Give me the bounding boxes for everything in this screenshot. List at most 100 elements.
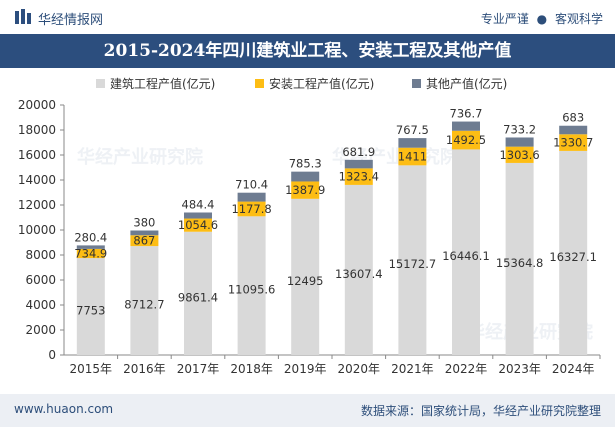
footer-bar: www.huaon.com 数据来源：国家统计局，华经产业研究院整理	[0, 394, 615, 427]
data-label-construction: 11095.6	[228, 283, 276, 297]
brand-name: 华经情报网	[38, 13, 104, 28]
data-label-construction: 8712.7	[124, 298, 164, 312]
y-tick-label: 16000	[18, 148, 56, 162]
data-label-other: 681.9	[342, 145, 375, 159]
data-label-installation: 1323.4	[339, 170, 379, 184]
slogan-right: 客观科学	[554, 12, 603, 26]
legend-swatch-2	[255, 79, 264, 88]
bar-3-4	[237, 192, 266, 202]
bar-2-2	[130, 235, 159, 247]
bar-2-8	[452, 130, 480, 150]
bar-2-4	[237, 201, 266, 217]
data-label-other: 280.4	[74, 230, 107, 244]
y-tick-label: 10000	[18, 223, 56, 237]
bar-3-2	[130, 230, 159, 236]
y-tick-label: 0	[48, 348, 56, 362]
x-tick-label: 2023年	[498, 362, 541, 376]
data-label-installation: 734.9	[74, 246, 107, 260]
legend-swatch-3	[412, 79, 421, 88]
data-label-construction: 9861.4	[178, 290, 218, 304]
bar-3-10	[559, 125, 588, 135]
x-tick-label: 2015年	[70, 362, 113, 376]
bar-2-5	[291, 181, 320, 199]
legend-label-3: 其他产值(亿元)	[426, 76, 507, 91]
x-tick-label: 2021年	[391, 362, 434, 376]
bar-1-8	[452, 149, 480, 355]
data-label-other: 785.3	[289, 157, 322, 171]
bar-2-6	[344, 168, 373, 185]
legend-swatch-1	[96, 79, 105, 88]
data-label-construction: 15172.7	[389, 257, 437, 271]
data-label-installation: 1492.5	[446, 133, 486, 147]
data-label-installation: 1387.9	[285, 183, 325, 197]
bar-1-7	[398, 165, 427, 355]
bar-3-7	[398, 138, 427, 148]
watermark-text: 华经产业研究院	[77, 146, 203, 168]
bar-1-9	[505, 162, 534, 355]
data-label-installation: 1303.6	[499, 148, 539, 162]
bar-1-3	[184, 231, 212, 355]
legend-label-1: 建筑工程产值(亿元)	[110, 76, 215, 91]
data-label-installation: 867	[133, 234, 155, 248]
bar-2-10	[559, 134, 588, 151]
title-bar: 2015-2024年四川建筑业工程、安装工程及其他产值	[0, 34, 615, 68]
data-label-installation: 1054.6	[178, 218, 218, 232]
data-label-construction: 16446.1	[442, 249, 490, 263]
top-bar: 华经情报网 专业严谨 ● 客观科学	[0, 0, 615, 34]
data-label-construction: 15364.8	[496, 256, 544, 270]
bar-1-1	[76, 258, 105, 355]
data-label-installation: 1330.7	[553, 136, 593, 150]
bar-1-6	[344, 184, 373, 355]
y-tick-label: 4000	[25, 298, 56, 312]
slogan-left: 专业严谨	[480, 12, 529, 26]
slogan: 专业严谨 ● 客观科学	[481, 10, 603, 27]
bar-2-3	[184, 218, 212, 232]
x-tick-label: 2016年	[123, 362, 166, 376]
bar-2-7	[398, 147, 427, 166]
data-label-construction: 12495	[287, 274, 324, 288]
y-tick-label: 12000	[18, 198, 56, 212]
bar-3-9	[505, 137, 534, 147]
data-label-other: 710.4	[235, 178, 268, 192]
slogan-separator: ●	[536, 12, 548, 26]
bar-3-1	[76, 245, 105, 249]
bar-3-8	[452, 121, 480, 131]
data-label-other: 736.7	[450, 107, 483, 121]
y-tick-label: 2000	[25, 323, 56, 337]
data-label-other: 683	[562, 111, 584, 125]
bar-1-2	[130, 246, 159, 355]
bar-3-5	[291, 171, 320, 182]
data-label-construction: 7753	[76, 304, 105, 318]
huajing-logo-icon	[15, 9, 31, 24]
x-tick-label: 2018年	[230, 362, 273, 376]
data-source: 数据来源：国家统计局，华经产业研究院整理	[360, 404, 601, 418]
footer-url[interactable]: www.huaon.com	[14, 402, 114, 416]
data-label-other: 380	[133, 216, 155, 230]
y-tick-label: 14000	[18, 173, 56, 187]
bar-2-9	[505, 146, 534, 163]
data-label-installation: 1177.8	[231, 202, 271, 216]
data-label-construction: 16327.1	[549, 250, 597, 264]
y-tick-label: 8000	[25, 248, 56, 262]
bar-3-6	[344, 159, 373, 169]
stacked-bar-chart: 华经产业研究院华经产业研究院华经产业研究院建筑工程产值(亿元)安装工程产值(亿元…	[18, 76, 601, 376]
data-label-construction: 13607.4	[335, 267, 383, 281]
x-tick-label: 2017年	[177, 362, 220, 376]
data-label-other: 767.5	[396, 123, 429, 137]
bar-3-3	[184, 212, 212, 219]
data-label-other: 733.2	[503, 122, 536, 136]
x-tick-label: 2019年	[284, 362, 327, 376]
data-label-other: 484.4	[182, 197, 215, 211]
y-tick-label: 20000	[18, 98, 56, 112]
x-tick-label: 2022年	[445, 362, 488, 376]
bar-1-10	[559, 150, 588, 355]
data-label-installation: 1411	[398, 150, 427, 164]
x-tick-label: 2024年	[552, 362, 595, 376]
bar-1-4	[237, 216, 266, 355]
legend-label-2: 安装工程产值(亿元)	[269, 76, 374, 91]
chart-title: 2015-2024年四川建筑业工程、安装工程及其他产值	[103, 41, 512, 61]
bar-1-5	[291, 198, 320, 355]
bar-2-1	[76, 248, 105, 259]
y-tick-label: 6000	[25, 273, 56, 287]
y-tick-label: 18000	[18, 123, 56, 137]
